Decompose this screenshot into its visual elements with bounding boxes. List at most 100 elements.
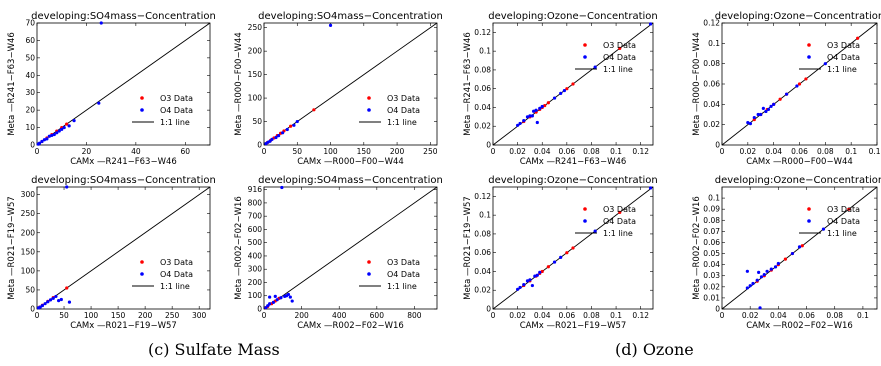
o4-data-point [268, 302, 272, 306]
x-axis-label: CAMx —R000−F00−W44 [746, 157, 853, 167]
y-tick-label: 50 [25, 285, 35, 294]
legend-entry: O4 Data [160, 106, 193, 115]
x-tick-label: 0.08 [817, 147, 834, 156]
o4-data-point [36, 142, 40, 146]
o4-data-point [559, 255, 563, 259]
o4-data-point [518, 285, 522, 290]
o4-data-point [821, 227, 826, 231]
o4-data-point [758, 306, 762, 310]
x-axis-label: CAMx —R021−F19−W57 [520, 321, 627, 331]
o4-data-point [540, 104, 544, 109]
legend-o3-marker [367, 260, 371, 264]
legend-entry: O3 Data [387, 258, 420, 267]
chart-title: developing:SO4mass−Concentration [258, 175, 443, 186]
o4-data-point [45, 137, 49, 141]
x-tick-label: 100 [323, 147, 338, 156]
legend-o3-marker [807, 207, 811, 211]
y-axis-label: Meta —R021−F19−W57 [463, 196, 473, 300]
o4-data-point [795, 84, 799, 88]
y-tick-label: 70 [25, 19, 35, 28]
o4-data-point [516, 123, 520, 127]
legend-o3-marker [807, 43, 811, 47]
y-tick-label: 0.08 [703, 59, 720, 68]
y-tick-label: 100 [248, 291, 263, 300]
legend-entry: O4 Data [387, 106, 420, 115]
legend-entry: 1:1 line [387, 282, 417, 291]
o4-data-point [52, 132, 56, 137]
y-tick-label: 0 [30, 141, 35, 150]
o3-data-point [618, 210, 622, 214]
y-tick-label: 0.03 [703, 271, 720, 280]
o4-data-point [51, 296, 55, 300]
o4-data-point [752, 115, 756, 120]
y-tick-label: 0 [257, 305, 262, 314]
y-axis-label: Meta —R000−F00−W44 [692, 32, 702, 136]
o4-data-point [648, 22, 653, 26]
x-tick-label: 0.04 [770, 311, 787, 320]
x-tick-label: 300 [192, 311, 207, 320]
o4-data-point [67, 124, 71, 128]
o4-data-point [593, 65, 597, 69]
o3-data-point [571, 82, 575, 86]
y-tick-label: 40 [25, 71, 35, 80]
o4-data-point [264, 306, 268, 310]
o4-data-point [268, 295, 272, 299]
x-tick-label: 200 [138, 311, 153, 320]
y-tick-label: 250 [21, 209, 36, 218]
chart-panel-4: 0 0.02 0.04 0.06 0.08 0.1 0.12 0 0.02 0.04 0.06 0.0… [692, 11, 881, 167]
x-tick-label: 0.04 [534, 147, 551, 156]
caption-sulfate-mass: (c) Sulfate Mass [148, 340, 280, 359]
y-axis-label: Meta —R021−F19−W57 [7, 196, 17, 300]
chart-panel-7: 0 0.02 0.04 0.06 0.08 0.1 0.12 0 0.02 0.04 0.06 0.0… [463, 175, 658, 331]
chart-panel-2: 0 50 100 150 200 250050100150200250developing… [234, 11, 443, 167]
legend-entry: O4 Data [827, 217, 860, 226]
x-tick-label: 800 [407, 311, 422, 320]
o3-data-point [565, 251, 569, 255]
o4-data-point [757, 270, 761, 274]
o4-data-point [295, 119, 299, 124]
legend-entry: O3 Data [827, 41, 860, 50]
legend-o3-marker [583, 43, 587, 47]
o4-data-point [559, 91, 563, 95]
legend-entry: 1:1 line [603, 65, 633, 74]
o3-data-point [540, 269, 544, 274]
o3-data-point [618, 46, 622, 50]
x-tick-label: 0 [491, 147, 496, 156]
legend-o4-marker [583, 219, 587, 223]
o4-data-point [525, 115, 530, 119]
y-tick-label: 0.06 [474, 248, 491, 257]
o3-data-point [312, 108, 316, 112]
o4-data-point [761, 106, 765, 110]
y-tick-label: 60 [25, 36, 35, 45]
x-tick-label: 100 [84, 311, 99, 320]
o4-data-point [280, 185, 284, 190]
legend-entry: 1:1 line [160, 282, 190, 291]
y-tick-label: 150 [21, 247, 36, 256]
x-tick-label: 200 [390, 147, 405, 156]
legend-o3-marker [140, 260, 144, 264]
chart-title: developing:SO4mass−Concentration [258, 11, 443, 22]
x-tick-label: 0.02 [739, 147, 756, 156]
o4-data-point [823, 62, 827, 66]
y-axis-label: Meta —R241−F63−W46 [463, 32, 473, 136]
legend-entry: 1:1 line [160, 118, 190, 127]
o3-data-point [571, 246, 575, 250]
o4-data-point [62, 125, 66, 130]
o4-data-point [745, 269, 749, 273]
y-tick-label: 0.12 [474, 192, 491, 201]
y-tick-label: 250 [248, 23, 263, 32]
o4-data-point [528, 278, 532, 282]
o4-data-point [60, 127, 64, 131]
x-tick-label: 0.08 [826, 311, 843, 320]
x-tick-label: 200 [294, 311, 309, 320]
x-axis-label: CAMx —R241−F63−W46 [70, 157, 177, 167]
x-tick-label: 40 [131, 147, 141, 156]
o4-data-point [759, 112, 763, 117]
x-tick-label: 0.06 [558, 147, 575, 156]
legend-entry: O4 Data [603, 53, 636, 62]
legend-o4-marker [807, 55, 811, 59]
o4-data-point [59, 297, 63, 302]
x-axis-label: CAMx —R241−F63−W46 [520, 157, 627, 167]
legend-entry: O3 Data [603, 41, 636, 50]
y-tick-label: 0.04 [474, 267, 491, 276]
